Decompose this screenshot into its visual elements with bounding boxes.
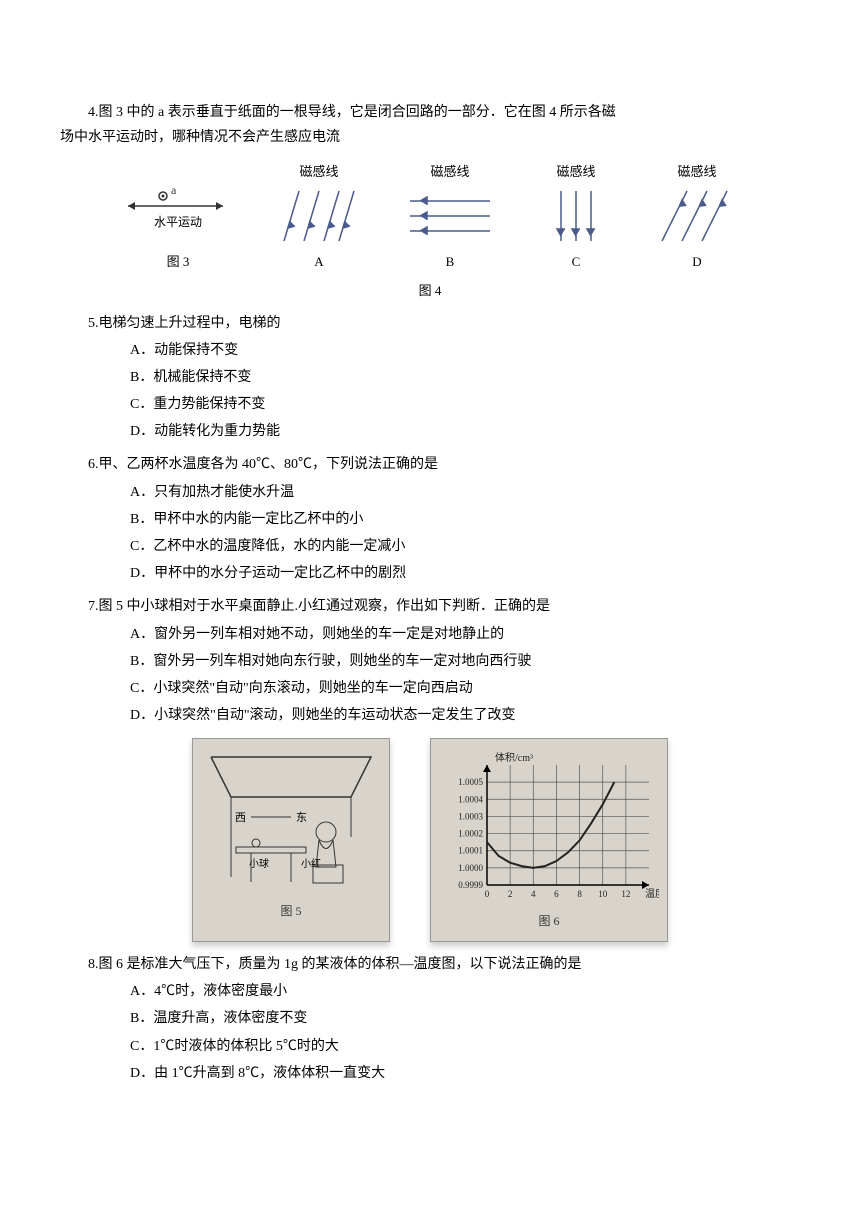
q8-stem: 8.图 6 是标准大气压下，质量为 1g 的某液体的体积—温度图，以下说法正确的… xyxy=(60,952,800,977)
svg-text:6: 6 xyxy=(554,889,559,899)
figure-4d: 磁感线 D xyxy=(657,160,737,273)
fig3-move-label: 水平运动 xyxy=(154,215,202,229)
q4-text-line2: 场中水平运动时，哪种情况不会产生感应电流 xyxy=(60,125,800,150)
fig5-svg: 西 东 小球 小红 xyxy=(201,747,381,897)
fig4c-svg xyxy=(541,186,611,246)
q6-stem: 6.甲、乙两杯水温度各为 40℃、80℃，下列说法正确的是 xyxy=(60,452,800,477)
fig4b-caption: B xyxy=(405,250,495,273)
q7-option-d: D．小球突然"自动"滚动，则她坐的车运动状态一定发生了改变 xyxy=(130,703,800,728)
figure-4c: 磁感线 C xyxy=(541,160,611,273)
fig3-svg: a 水平运动 xyxy=(123,176,233,246)
q6-option-d: D．甲杯中的水分子运动一定比乙杯中的剧烈 xyxy=(130,561,800,586)
svg-text:2: 2 xyxy=(508,889,513,899)
svg-text:1.0000: 1.0000 xyxy=(458,863,483,873)
fig4c-top: 磁感线 xyxy=(541,160,611,183)
question-5: 5.电梯匀速上升过程中，电梯的 A．动能保持不变 B．机械能保持不变 C．重力势… xyxy=(60,311,800,445)
q8-option-d: D．由 1℃升高到 8℃，液体体积一直变大 xyxy=(130,1061,800,1086)
question-4: 4.图 3 中的 a 表示垂直于纸面的一根导线，它是闭合回路的一部分．它在图 4… xyxy=(60,100,800,303)
fig4a-caption: A xyxy=(279,250,359,273)
fig4-caption: 图 4 xyxy=(60,279,800,302)
svg-text:8: 8 xyxy=(577,889,582,899)
svg-text:西: 西 xyxy=(235,812,246,824)
fig4a-top: 磁感线 xyxy=(279,160,359,183)
svg-text:0: 0 xyxy=(485,889,490,899)
svg-text:0.9999: 0.9999 xyxy=(458,880,483,890)
figure-6: 0 2 4 6 8 10 12 0.9999 1.0000 1.0001 1.0002 1.0003 1… xyxy=(430,738,668,942)
figure-3: a 水平运动 图 3 xyxy=(123,176,233,273)
figure-4a: 磁感线 A xyxy=(279,160,359,273)
q7-option-a: A．窗外另一列车相对她不动，则她坐的车一定是对地静止的 xyxy=(130,622,800,647)
q5-stem: 5.电梯匀速上升过程中，电梯的 xyxy=(60,311,800,336)
svg-text:温度/℃: 温度/℃ xyxy=(645,887,659,900)
fig3-a-label: a xyxy=(171,183,177,197)
fig3-caption: 图 3 xyxy=(123,250,233,273)
svg-text:1.0002: 1.0002 xyxy=(458,829,483,839)
question-6: 6.甲、乙两杯水温度各为 40℃、80℃，下列说法正确的是 A．只有加热才能使水… xyxy=(60,452,800,586)
figure-5: 西 东 小球 小红 图 5 xyxy=(192,738,390,942)
q5-option-b: B．机械能保持不变 xyxy=(130,365,800,390)
q7-figures: 西 东 小球 小红 图 5 0 2 4 6 8 10 12 0.9999 1.0000 1.000… xyxy=(60,738,800,942)
fig4d-svg xyxy=(657,186,737,246)
question-8: 8.图 6 是标准大气压下，质量为 1g 的某液体的体积—温度图，以下说法正确的… xyxy=(60,952,800,1086)
q8-option-b: B．温度升高，液体密度不变 xyxy=(130,1006,800,1031)
q5-option-d: D．动能转化为重力势能 xyxy=(130,419,800,444)
figure-4b: 磁感线 B xyxy=(405,160,495,273)
q6-option-c: C．乙杯中水的温度降低，水的内能一定减小 xyxy=(130,534,800,559)
svg-text:小球: 小球 xyxy=(249,857,269,870)
q7-option-b: B．窗外另一列车相对她向东行驶，则她坐的车一定对地向西行驶 xyxy=(130,649,800,674)
svg-text:12: 12 xyxy=(621,889,630,899)
q7-stem: 7.图 5 中小球相对于水平桌面静止.小红通过观察，作出如下判断．正确的是 xyxy=(60,594,800,619)
svg-text:东: 东 xyxy=(296,811,307,824)
q6-option-b: B．甲杯中水的内能一定比乙杯中的小 xyxy=(130,507,800,532)
fig4d-caption: D xyxy=(657,250,737,273)
fig4b-top: 磁感线 xyxy=(405,160,495,183)
svg-text:1.0001: 1.0001 xyxy=(458,846,483,856)
q5-option-c: C．重力势能保持不变 xyxy=(130,392,800,417)
q8-option-a: A．4℃时，液体密度最小 xyxy=(130,979,800,1004)
svg-text:4: 4 xyxy=(531,889,536,899)
svg-text:小红: 小红 xyxy=(301,857,321,870)
svg-text:10: 10 xyxy=(598,889,608,899)
q6-option-a: A．只有加热才能使水升温 xyxy=(130,480,800,505)
q4-figures: a 水平运动 图 3 磁感线 A 磁感线 xyxy=(100,160,760,273)
svg-text:1.0003: 1.0003 xyxy=(458,812,483,822)
q5-option-a: A．动能保持不变 xyxy=(130,338,800,363)
fig4d-top: 磁感线 xyxy=(657,160,737,183)
fig4a-svg xyxy=(279,186,359,246)
svg-text:1.0005: 1.0005 xyxy=(458,778,483,788)
fig6-svg: 0 2 4 6 8 10 12 0.9999 1.0000 1.0001 1.0002 1.0003 1… xyxy=(439,747,659,907)
fig4c-caption: C xyxy=(541,250,611,273)
fig6-caption: 图 6 xyxy=(538,911,559,933)
svg-text:体积/cm³: 体积/cm³ xyxy=(495,752,533,764)
fig5-caption: 图 5 xyxy=(280,901,301,923)
svg-text:1.0004: 1.0004 xyxy=(458,795,483,805)
question-7: 7.图 5 中小球相对于水平桌面静止.小红通过观察，作出如下判断．正确的是 A．… xyxy=(60,594,800,942)
q8-option-c: C．1℃时液体的体积比 5℃时的大 xyxy=(130,1034,800,1059)
q7-option-c: C．小球突然"自动"向东滚动，则她坐的车一定向西启动 xyxy=(130,676,800,701)
fig4b-svg xyxy=(405,186,495,246)
q4-text-line1: 4.图 3 中的 a 表示垂直于纸面的一根导线，它是闭合回路的一部分．它在图 4… xyxy=(60,100,800,125)
